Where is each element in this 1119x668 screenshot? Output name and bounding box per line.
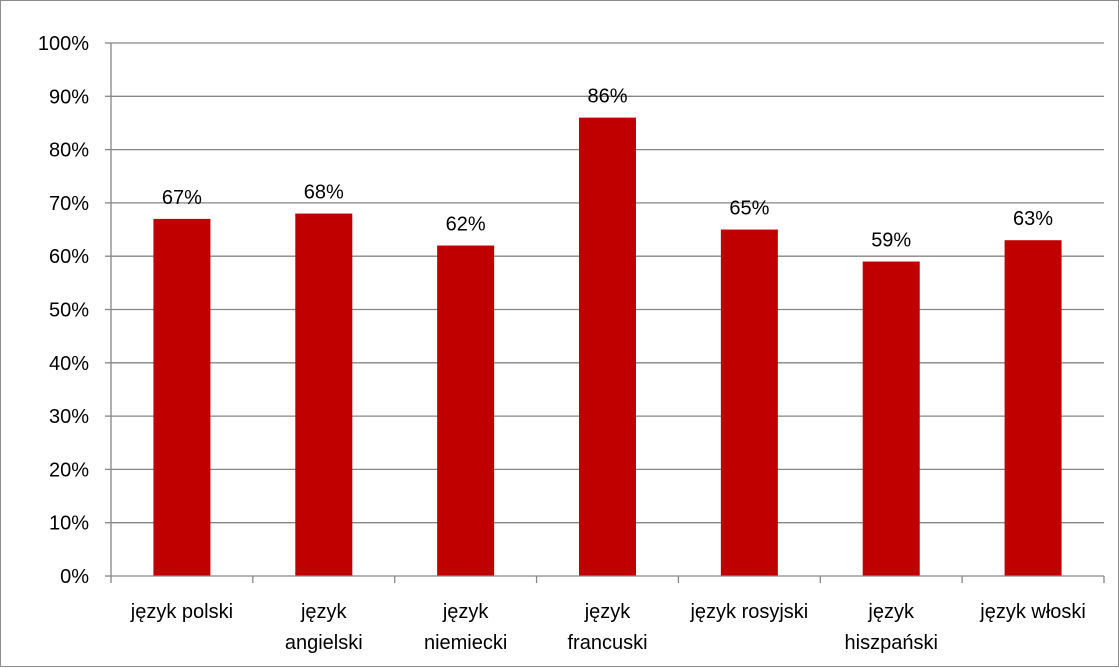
data-label: 67% [162,187,202,209]
category-label: język hiszpański [845,601,938,654]
labels: 0% 10% 20% 30% 40% 50% 60% 70% 80% 90% 100% 67% języ… [38,33,1086,654]
category-label: język angielski [285,601,363,654]
y-tick-label: 60% [49,246,89,268]
category-label: język włoski [979,601,1086,623]
bar [295,213,353,576]
bar [862,261,920,576]
data-label: 86% [587,86,627,108]
data-label: 59% [871,230,911,252]
data-label: 62% [446,214,486,236]
category-label: język polski [130,601,233,623]
category-label-line: niemiecki [424,632,507,654]
y-tick-label: 70% [49,193,89,215]
y-tick-label: 40% [49,353,89,375]
y-tick-label: 20% [49,459,89,481]
category-label-line: język [584,601,632,623]
y-tick-label: 80% [49,140,89,162]
category-label-line: francuski [567,632,647,654]
bar [1004,240,1062,576]
category-label-line: angielski [285,632,363,654]
y-tick-label: 90% [49,86,89,108]
bar [579,117,636,577]
category-label-line: hiszpański [845,632,938,654]
bar [437,245,495,577]
category-label-line: język polski [130,601,233,623]
y-tick-label: 0% [60,566,89,588]
category-label-line: język włoski [979,601,1086,623]
bar [153,218,211,576]
data-label: 63% [1013,208,1053,230]
category-label-line: język rosyjski [689,601,808,623]
data-label: 65% [729,198,769,220]
category-label: język francuski [567,601,647,654]
y-tick-label: 50% [49,300,89,322]
axes [105,42,1105,583]
y-tick-label: 30% [49,406,89,428]
bars [153,117,1062,577]
category-label-line: język [442,601,490,623]
data-label: 68% [304,182,344,204]
category-label: język rosyjski [689,601,808,623]
y-tick-label: 10% [49,513,89,535]
y-tick-label: 100% [38,33,89,55]
bar [720,229,778,577]
category-label-line: język [867,601,915,623]
category-label-line: język [300,601,348,623]
category-label: język niemiecki [424,601,507,654]
